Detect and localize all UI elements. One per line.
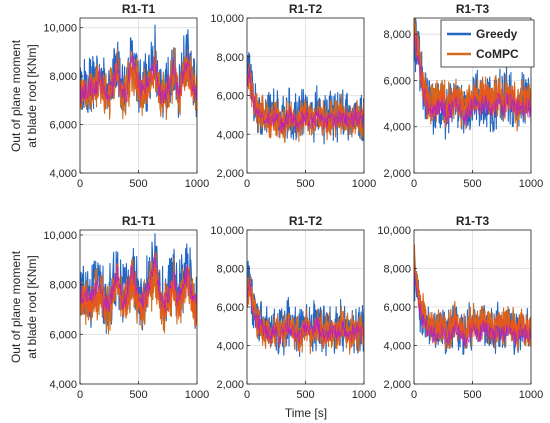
legend-label-greedy: Greedy xyxy=(476,27,518,41)
x-tick-label: 1000 xyxy=(352,389,376,401)
x-tick-label: 500 xyxy=(296,389,314,401)
y-tick-label: 8,000 xyxy=(49,280,77,292)
y-tick-label: 4,000 xyxy=(49,168,77,180)
panel-title: R1-T1 xyxy=(122,214,156,228)
y-tick-label: 4,000 xyxy=(383,122,411,134)
panel-r2-c3: 2,000 4,000 6,000 8,000 10,000 0 500 1000 R1-T3 xyxy=(377,214,543,401)
y-tick-label: 8,000 xyxy=(383,264,411,276)
x-tick-label: 0 xyxy=(77,178,83,190)
y-tick-label: 8,000 xyxy=(216,264,244,276)
y-tick-label: 8,000 xyxy=(216,52,244,64)
panel-r1-c1: 4,000 6,000 8,000 10,000 0 500 1000 R1-T1 xyxy=(43,2,209,190)
y-tick-label: 8,000 xyxy=(49,71,77,83)
series-accent-trace xyxy=(414,272,531,347)
x-tick-label: 0 xyxy=(244,389,250,401)
panel-r2-c2: 2,000 4,000 6,000 8,000 10,000 0 500 1000 R1-T2 xyxy=(210,214,376,401)
x-tick-label: 500 xyxy=(129,389,147,401)
x-tick-label: 0 xyxy=(411,178,417,190)
y-tick-label: 10,000 xyxy=(43,230,77,242)
y-axis-label-top-line1: Out of plane moment xyxy=(9,39,23,152)
series-lines xyxy=(414,244,531,355)
y-tick-label: 4,000 xyxy=(49,379,77,391)
x-tick-label: 500 xyxy=(129,178,147,190)
y-axis-label-top-line2: at blade root [KNm] xyxy=(25,44,39,147)
y-tick-label: 6,000 xyxy=(216,302,244,314)
panel-title: R1-T1 xyxy=(122,2,156,16)
series-line-compc-core xyxy=(80,262,197,327)
panel-r1-c2: 2,000 4,000 6,000 8,000 10,000 0 500 1000 R1-T2 xyxy=(210,2,376,190)
panel-title: R1-T3 xyxy=(456,214,490,228)
x-tick-label: 1000 xyxy=(352,178,376,190)
y-tick-label: 2,000 xyxy=(383,379,411,391)
y-tick-label: 2,000 xyxy=(383,168,411,180)
y-tick-label: 10,000 xyxy=(210,13,244,25)
x-tick-label: 500 xyxy=(463,389,481,401)
y-tick-label: 6,000 xyxy=(216,91,244,103)
y-tick-label: 4,000 xyxy=(216,129,244,141)
x-tick-label: 0 xyxy=(77,389,83,401)
series-accent-trace xyxy=(80,252,197,314)
legend-box xyxy=(440,19,535,68)
panel-title: R1-T2 xyxy=(289,214,323,228)
x-tick-label: 1000 xyxy=(185,389,209,401)
y-tick-label: 6,000 xyxy=(383,302,411,314)
series-lines xyxy=(80,24,197,121)
y-tick-label: 8,000 xyxy=(383,29,411,41)
legend-label-compc: CoMPC xyxy=(476,47,519,61)
y-tick-label: 10,000 xyxy=(377,225,411,237)
series-lines xyxy=(247,51,364,145)
series-lines xyxy=(80,233,197,335)
y-tick-label: 2,000 xyxy=(216,379,244,391)
y-tick-label: 2,000 xyxy=(216,168,244,180)
x-tick-label: 500 xyxy=(296,178,314,190)
x-tick-label: 1000 xyxy=(519,178,543,190)
legend: Greedy CoMPC xyxy=(440,19,535,68)
y-tick-label: 4,000 xyxy=(383,341,411,353)
series-accent-trace xyxy=(247,68,364,134)
x-tick-label: 1000 xyxy=(519,389,543,401)
y-axis-label-bottom-line2: at blade root [KNm] xyxy=(25,255,39,358)
y-tick-label: 10,000 xyxy=(210,225,244,237)
x-axis-label: Time [s] xyxy=(285,406,327,420)
series-lines xyxy=(247,260,364,357)
panel-title: R1-T3 xyxy=(456,2,490,16)
series-accent-trace xyxy=(247,278,364,345)
y-tick-label: 6,000 xyxy=(49,329,77,341)
panel-title: R1-T2 xyxy=(289,2,323,16)
panel-r2-c1: 4,000 6,000 8,000 10,000 0 500 1000 R1-T1 xyxy=(43,214,209,401)
x-tick-label: 0 xyxy=(244,178,250,190)
series-accent-trace xyxy=(80,51,197,104)
series-accent-trace xyxy=(414,35,531,126)
x-tick-label: 0 xyxy=(411,389,417,401)
series-lines xyxy=(414,18,531,140)
x-tick-label: 500 xyxy=(463,178,481,190)
x-tick-label: 1000 xyxy=(185,178,209,190)
y-axis-label-bottom-line1: Out of plane moment xyxy=(9,250,23,363)
y-tick-label: 4,000 xyxy=(216,341,244,353)
y-tick-label: 6,000 xyxy=(383,75,411,87)
y-tick-label: 6,000 xyxy=(49,120,77,132)
y-tick-label: 10,000 xyxy=(43,23,77,35)
